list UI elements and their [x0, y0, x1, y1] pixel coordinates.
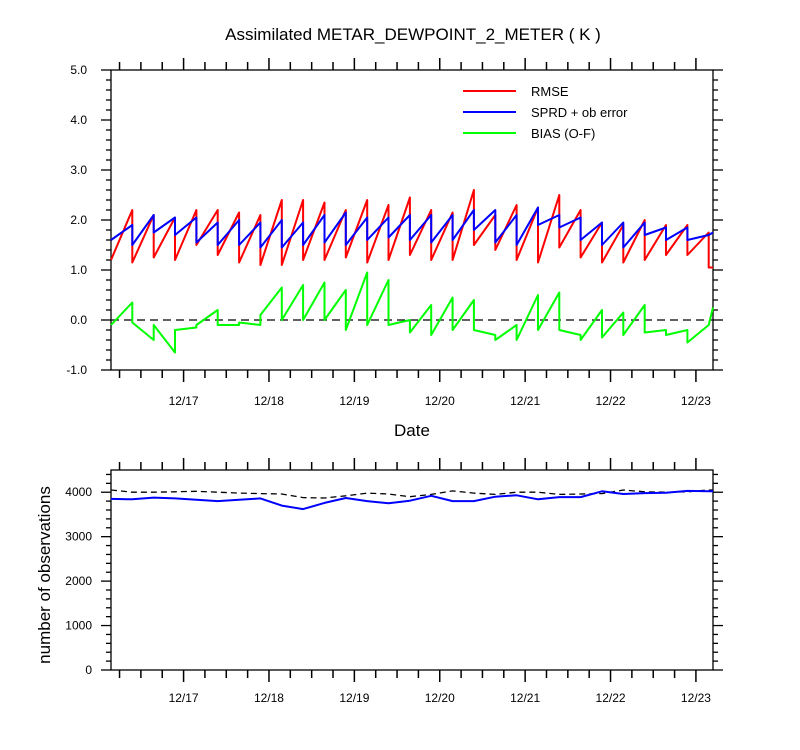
- bottom-panel: 12/17 12/18 12/19 12/20 12/21 12/22 12/23 0 1000…: [35, 458, 723, 705]
- bottom-x-tick-label: 12/18: [254, 691, 284, 705]
- top-y-ticks: [101, 69, 723, 371]
- bottom-x-tick-label: 12/20: [425, 691, 455, 705]
- top-y-tick-label: 4.0: [70, 113, 87, 127]
- bottom-y-ticks: [101, 473, 723, 671]
- top-line-bias-o-f: [110, 271, 714, 354]
- top-y-tick-label: 5.0: [70, 63, 87, 77]
- bottom-x-tick-label: 12/17: [169, 691, 199, 705]
- bottom-y-tick-label: 3000: [65, 530, 92, 544]
- bottom-x-tick-label: 12/21: [510, 691, 540, 705]
- legend-label: BIAS (O-F): [531, 126, 595, 141]
- top-x-tick-label: 12/20: [425, 394, 455, 408]
- bottom-x-tick-label: 12/22: [596, 691, 626, 705]
- legend-label: RMSE: [531, 84, 569, 99]
- top-y-tick-label: -1.0: [66, 363, 87, 377]
- top-x-ticks: [118, 58, 697, 382]
- top-legend: RMSE SPRD + ob error BIAS (O-F): [463, 84, 628, 141]
- top-x-tick-label: 12/19: [339, 394, 369, 408]
- bottom-y-tick-label: 4000: [65, 485, 92, 499]
- top-panel: 12/17 12/18 12/19 12/20 12/21 12/22 12/23 -1.0 0…: [66, 58, 723, 440]
- top-line-sprd-ob-error: [110, 206, 714, 249]
- top-x-tick-label: 12/21: [510, 394, 540, 408]
- bottom-x-ticks: [118, 458, 697, 682]
- top-x-tick-label: 12/23: [681, 394, 711, 408]
- bottom-line-series-2: [110, 489, 713, 511]
- bottom-x-tick-label: 12/19: [339, 691, 369, 705]
- bottom-y-tick-label: 2000: [65, 574, 92, 588]
- top-x-tick-label: 12/22: [596, 394, 626, 408]
- bottom-y-tick-label: 0: [85, 663, 92, 677]
- chart-title: Assimilated METAR_DEWPOINT_2_METER ( K ): [225, 25, 601, 44]
- legend-label: SPRD + ob error: [531, 105, 628, 120]
- top-y-tick-label: 2.0: [70, 213, 87, 227]
- bottom-plot-frame: [110, 469, 714, 671]
- top-x-axis-title: Date: [394, 421, 430, 440]
- top-x-tick-label: 12/18: [254, 394, 284, 408]
- top-x-tick-label: 12/17: [169, 394, 199, 408]
- bottom-y-axis-title: number of observations: [35, 486, 54, 664]
- top-y-tick-label: 3.0: [70, 163, 87, 177]
- bottom-x-tick-label: 12/23: [681, 691, 711, 705]
- top-y-tick-label: 1.0: [70, 263, 87, 277]
- bottom-line-series-1: [110, 489, 713, 499]
- bottom-y-tick-label: 1000: [65, 619, 92, 633]
- top-y-tick-label: 0.0: [70, 313, 87, 327]
